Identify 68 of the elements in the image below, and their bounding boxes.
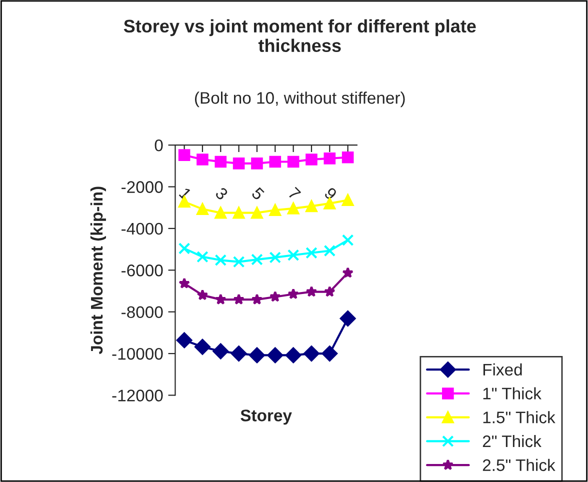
point <box>196 203 208 215</box>
y-tick-label: -2000 <box>122 181 163 193</box>
point <box>178 242 190 254</box>
point <box>214 156 227 168</box>
point <box>306 200 318 212</box>
point <box>269 252 282 264</box>
point <box>342 194 354 206</box>
point <box>269 156 282 168</box>
point <box>306 154 318 166</box>
point <box>285 347 302 364</box>
point <box>342 151 354 164</box>
point <box>196 250 208 263</box>
point <box>324 244 336 257</box>
point <box>324 152 336 164</box>
y-tick-label: -4000 <box>122 222 163 235</box>
point <box>196 154 208 166</box>
point <box>306 286 318 297</box>
point <box>233 294 244 305</box>
y-tick-label: 0 <box>154 139 163 152</box>
point <box>287 249 300 262</box>
point <box>194 338 210 355</box>
point <box>342 266 354 278</box>
point <box>251 158 263 170</box>
point <box>251 206 263 219</box>
x-tick-label: 3 <box>214 186 229 201</box>
y-tick-label: -12000 <box>112 390 163 402</box>
point <box>249 347 265 364</box>
x-tick-label: 7 <box>288 186 302 200</box>
legend-label: Fixed <box>483 363 522 376</box>
point <box>251 254 263 266</box>
y-tick-label: -6000 <box>122 264 163 276</box>
point <box>269 290 281 302</box>
point <box>232 158 245 170</box>
legend-label: 1.5" Thick <box>483 411 556 424</box>
point <box>214 254 227 266</box>
y-axis-title: Joint Moment (kip-in) <box>90 186 106 354</box>
point <box>304 346 320 362</box>
x-tick-label: 5 <box>251 186 265 201</box>
legend-label: 2.5" Thick <box>482 458 556 472</box>
chart-title: Storey vs joint moment for different plate thickness <box>124 19 476 52</box>
point <box>340 310 356 326</box>
y-tick-label: -8000 <box>122 306 163 318</box>
point <box>269 204 282 216</box>
point <box>178 278 190 288</box>
point <box>287 202 300 214</box>
point <box>232 256 245 268</box>
point <box>306 246 318 259</box>
chart-subtitle: (Bolt no 10, without stiffener) <box>194 92 405 108</box>
point <box>288 288 299 300</box>
x-axis-title: Storey <box>240 410 292 425</box>
point <box>232 206 245 219</box>
y-tick-label: -10000 <box>112 348 163 360</box>
point <box>196 289 208 300</box>
point <box>214 206 227 219</box>
point <box>324 286 336 297</box>
legend-label: 2" Thick <box>482 434 542 448</box>
point <box>212 343 229 360</box>
point <box>322 346 338 362</box>
point <box>230 346 247 362</box>
x-tick-label: 9 <box>324 186 338 201</box>
point <box>178 149 190 161</box>
point <box>287 156 300 168</box>
point <box>267 347 284 364</box>
legend-label: 1" Thick <box>483 387 542 400</box>
point <box>251 294 263 305</box>
point <box>342 234 354 246</box>
point <box>176 332 192 348</box>
point <box>214 294 226 305</box>
